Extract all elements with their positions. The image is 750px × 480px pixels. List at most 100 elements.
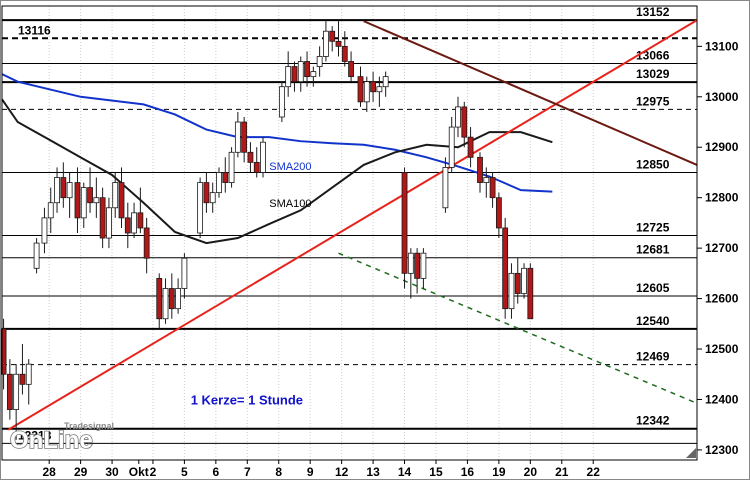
candle-body <box>401 172 408 274</box>
candle-body <box>137 212 144 229</box>
candle-body <box>527 267 534 320</box>
y-tick-label: 12500 <box>705 342 739 356</box>
candle-body <box>197 182 204 234</box>
moving-averages <box>1 73 553 245</box>
candle-body <box>461 106 468 138</box>
x-tick-label: 14 <box>398 465 412 479</box>
trendlines <box>7 19 698 431</box>
candle-body <box>162 288 169 320</box>
plot-frame <box>1 5 698 461</box>
y-tick-label: 12800 <box>705 191 739 205</box>
x-tick-label: 19 <box>492 465 506 479</box>
trendline <box>7 19 698 431</box>
candle-body <box>19 373 26 385</box>
candle-body <box>253 161 260 173</box>
candle-body <box>241 121 248 153</box>
y-tick-label: 13100 <box>705 39 739 53</box>
y-tick-label: 12900 <box>705 140 739 154</box>
candle-body <box>143 227 150 259</box>
candle-body <box>382 76 389 88</box>
candle-body <box>278 86 285 118</box>
sma-line <box>1 98 553 245</box>
candle-body <box>329 30 336 42</box>
candle-body <box>0 328 7 375</box>
candle-body <box>407 252 414 274</box>
x-tick-label: 15 <box>429 465 443 479</box>
candle-body <box>455 106 461 128</box>
level-label: 12975 <box>636 94 670 108</box>
candle-body <box>106 207 112 239</box>
y-tick-label: 13000 <box>705 90 739 104</box>
x-tick-label: 20 <box>524 465 538 479</box>
level-label: 12605 <box>636 281 670 295</box>
candle-body <box>25 363 32 385</box>
level-label: 12850 <box>636 157 670 171</box>
y-tick-label: 12600 <box>705 292 739 306</box>
candle-body <box>156 277 163 320</box>
x-tick-label: 9 <box>307 465 314 479</box>
y-tick-label: 12400 <box>705 392 739 406</box>
candle-body <box>414 252 421 279</box>
candle-body <box>489 177 496 199</box>
candle-body <box>124 217 131 234</box>
candle-body <box>112 182 119 209</box>
candle-body <box>131 212 137 234</box>
candle-body <box>260 141 266 173</box>
candle-body <box>175 288 182 310</box>
level-label: 13116 <box>18 23 51 37</box>
annotations: SMA200 SMA100 1 Kerze= 1 Stunde <box>191 161 312 408</box>
candle-body <box>442 167 449 209</box>
candle-body <box>310 71 317 78</box>
candle-body <box>216 172 222 194</box>
candle-body <box>74 182 81 219</box>
candle-body <box>234 121 241 153</box>
level-label: 12681 <box>636 243 670 257</box>
candle-body <box>316 56 323 67</box>
level-label: 12342 <box>636 414 670 428</box>
logo-top-text: Tradesignal <box>64 421 114 431</box>
candle-body <box>228 151 235 183</box>
logo-bottom-text: OnLine <box>10 427 93 454</box>
x-tick-label: 28 <box>42 465 56 479</box>
x-tick-label: 12 <box>335 465 349 479</box>
candle-body <box>348 61 354 78</box>
x-tick-label: 5 <box>181 465 188 479</box>
x-tick-label: 6 <box>213 465 220 479</box>
candle-body <box>93 197 100 204</box>
chart-annotation: 1 Kerze= 1 Stunde <box>191 393 303 408</box>
candle-body <box>41 217 48 244</box>
candle-body <box>99 197 106 239</box>
x-tick-label: 29 <box>74 465 88 479</box>
x-tick-label: 21 <box>555 465 569 479</box>
candle-body <box>13 373 20 410</box>
chart-annotation: SMA100 <box>269 198 311 210</box>
level-label: 13029 <box>636 67 670 81</box>
candle-body <box>514 272 521 294</box>
candle-body <box>323 30 329 57</box>
candle-body <box>483 177 490 183</box>
sma-line <box>1 73 553 193</box>
x-tick-label: Okt <box>129 465 149 479</box>
candle-body <box>495 197 502 229</box>
candle-body <box>467 136 474 158</box>
candle-body <box>357 76 364 103</box>
level-label: 12469 <box>636 350 670 364</box>
candle-body <box>285 66 292 88</box>
candle-body <box>363 81 370 103</box>
y-tick-label: 12700 <box>705 241 739 255</box>
level-label: 13152 <box>636 5 670 19</box>
candle-body <box>376 86 383 93</box>
candle-body <box>297 61 304 83</box>
candle-body <box>420 252 427 279</box>
candle-body <box>60 177 67 199</box>
candle-body <box>168 288 175 310</box>
trendline <box>363 20 698 166</box>
candle-body <box>508 272 515 310</box>
candle-body <box>222 172 229 183</box>
candle-body <box>247 151 254 163</box>
candle-body <box>335 40 342 47</box>
